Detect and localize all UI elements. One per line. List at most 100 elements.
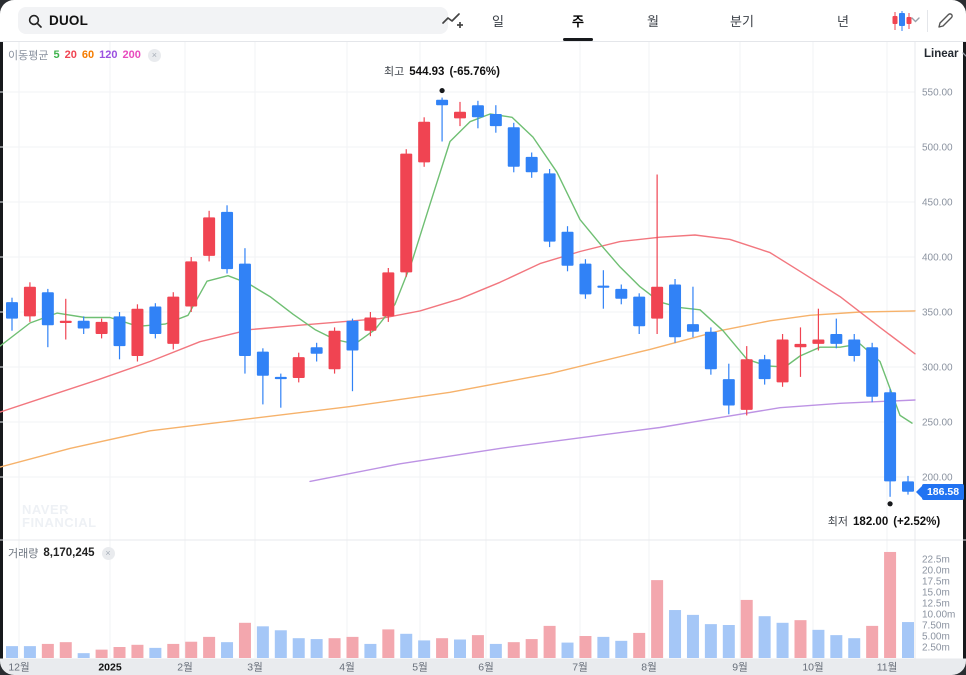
candle-body[interactable] (776, 339, 789, 383)
volume-bar[interactable] (364, 643, 377, 658)
tab-week[interactable]: 주 (562, 0, 594, 41)
tab-day[interactable]: 일 (492, 14, 504, 29)
candle-body[interactable] (848, 339, 861, 357)
volume-bar[interactable] (256, 626, 269, 658)
candle-body[interactable] (722, 379, 735, 406)
candle-body[interactable] (543, 173, 556, 242)
candle-body[interactable] (400, 153, 413, 273)
volume-bar[interactable] (543, 625, 556, 658)
candle-body[interactable] (902, 481, 914, 492)
volume-bar[interactable] (776, 622, 789, 658)
volume-bar[interactable] (633, 632, 646, 658)
volume-bar[interactable] (830, 635, 843, 658)
candle-body[interactable] (23, 286, 36, 317)
candle-body[interactable] (203, 217, 216, 256)
candle-body[interactable] (454, 111, 466, 119)
volume-bar[interactable] (113, 647, 126, 658)
candle-body[interactable] (418, 121, 431, 163)
volume-bar[interactable] (794, 620, 807, 658)
volume-bar[interactable] (6, 646, 18, 658)
candle-body[interactable] (866, 347, 879, 397)
legend-ma5[interactable]: 5 (53, 49, 60, 61)
legend-ma20[interactable]: 20 (64, 49, 77, 61)
search-input[interactable]: DUOL (18, 7, 448, 34)
candle-body[interactable] (256, 351, 269, 376)
volume-bar[interactable] (615, 640, 628, 658)
candle-body[interactable] (597, 285, 610, 288)
legend-ma60[interactable]: 60 (81, 49, 95, 61)
volume-close-icon[interactable]: × (101, 546, 115, 560)
candle-body[interactable] (292, 357, 305, 378)
volume-bar[interactable] (722, 625, 735, 658)
volume-bar[interactable] (669, 610, 682, 658)
volume-bar[interactable] (597, 636, 610, 658)
candle-body[interactable] (59, 320, 72, 323)
volume-bar[interactable] (812, 629, 825, 658)
volume-bar[interactable] (131, 644, 144, 658)
legend-ma120[interactable]: 120 (99, 49, 118, 61)
candle-body[interactable] (185, 261, 198, 307)
volume-bar[interactable] (185, 641, 198, 658)
volume-bar[interactable] (95, 649, 108, 658)
legend-ma200[interactable]: 200 (122, 49, 141, 61)
volume-bar[interactable] (561, 642, 574, 658)
candle-body[interactable] (615, 288, 628, 299)
candle-body[interactable] (489, 114, 502, 127)
candle-body[interactable] (77, 320, 90, 329)
candle-body[interactable] (364, 317, 377, 331)
candle-body[interactable] (686, 324, 699, 332)
candle-body[interactable] (149, 306, 162, 335)
candle-body[interactable] (131, 308, 144, 356)
volume-bar[interactable] (489, 643, 502, 658)
candle-body[interactable] (704, 331, 717, 370)
x-axis-strip[interactable] (0, 659, 966, 675)
tab-month[interactable]: 월 (647, 14, 659, 29)
volume-bar[interactable] (310, 639, 323, 658)
candle-body[interactable] (633, 296, 646, 327)
volume-bar[interactable] (436, 638, 449, 658)
candle-body[interactable] (382, 272, 395, 317)
volume-bar[interactable] (23, 646, 36, 658)
legend-close-icon[interactable]: × (147, 48, 161, 62)
candle-body[interactable] (812, 339, 825, 344)
candle-body[interactable] (95, 321, 108, 334)
candle-body[interactable] (507, 127, 520, 167)
candle-body[interactable] (310, 347, 323, 354)
volume-bar[interactable] (346, 636, 359, 658)
volume-bar[interactable] (758, 616, 771, 658)
candle-body[interactable] (651, 286, 664, 319)
candle-body[interactable] (579, 263, 592, 295)
volume-bar[interactable] (203, 636, 216, 658)
candle-body[interactable] (471, 105, 484, 118)
candle-body[interactable] (884, 392, 897, 482)
draw-pencil-icon[interactable] (936, 11, 955, 30)
candle-body[interactable] (436, 99, 449, 106)
tab-quarter[interactable]: 분기 (730, 14, 754, 29)
volume-bar[interactable] (507, 642, 520, 658)
volume-bar[interactable] (149, 647, 162, 658)
volume-bar[interactable] (740, 599, 753, 658)
volume-bar[interactable] (382, 629, 395, 658)
tab-year[interactable]: 년 (837, 14, 849, 29)
candle-body[interactable] (346, 320, 359, 351)
volume-bar[interactable] (221, 642, 234, 658)
candle-body[interactable] (113, 316, 126, 347)
volume-bar[interactable] (686, 614, 699, 658)
candle-body[interactable] (221, 211, 234, 270)
volume-bar[interactable] (884, 551, 897, 658)
volume-bar[interactable] (418, 640, 431, 658)
volume-bar[interactable] (400, 633, 413, 658)
volume-bar[interactable] (866, 625, 879, 658)
candle-body[interactable] (561, 231, 574, 266)
volume-bar[interactable] (651, 580, 664, 658)
candle-body[interactable] (6, 302, 18, 319)
candle-body[interactable] (758, 359, 771, 380)
candle-body[interactable] (41, 292, 54, 326)
candle-body[interactable] (167, 296, 180, 344)
compare-chart-add-icon[interactable] (441, 10, 463, 30)
candle-body[interactable] (328, 330, 341, 370)
candle-body[interactable] (274, 376, 287, 380)
volume-bar[interactable] (704, 624, 717, 658)
volume-bar[interactable] (848, 638, 861, 658)
